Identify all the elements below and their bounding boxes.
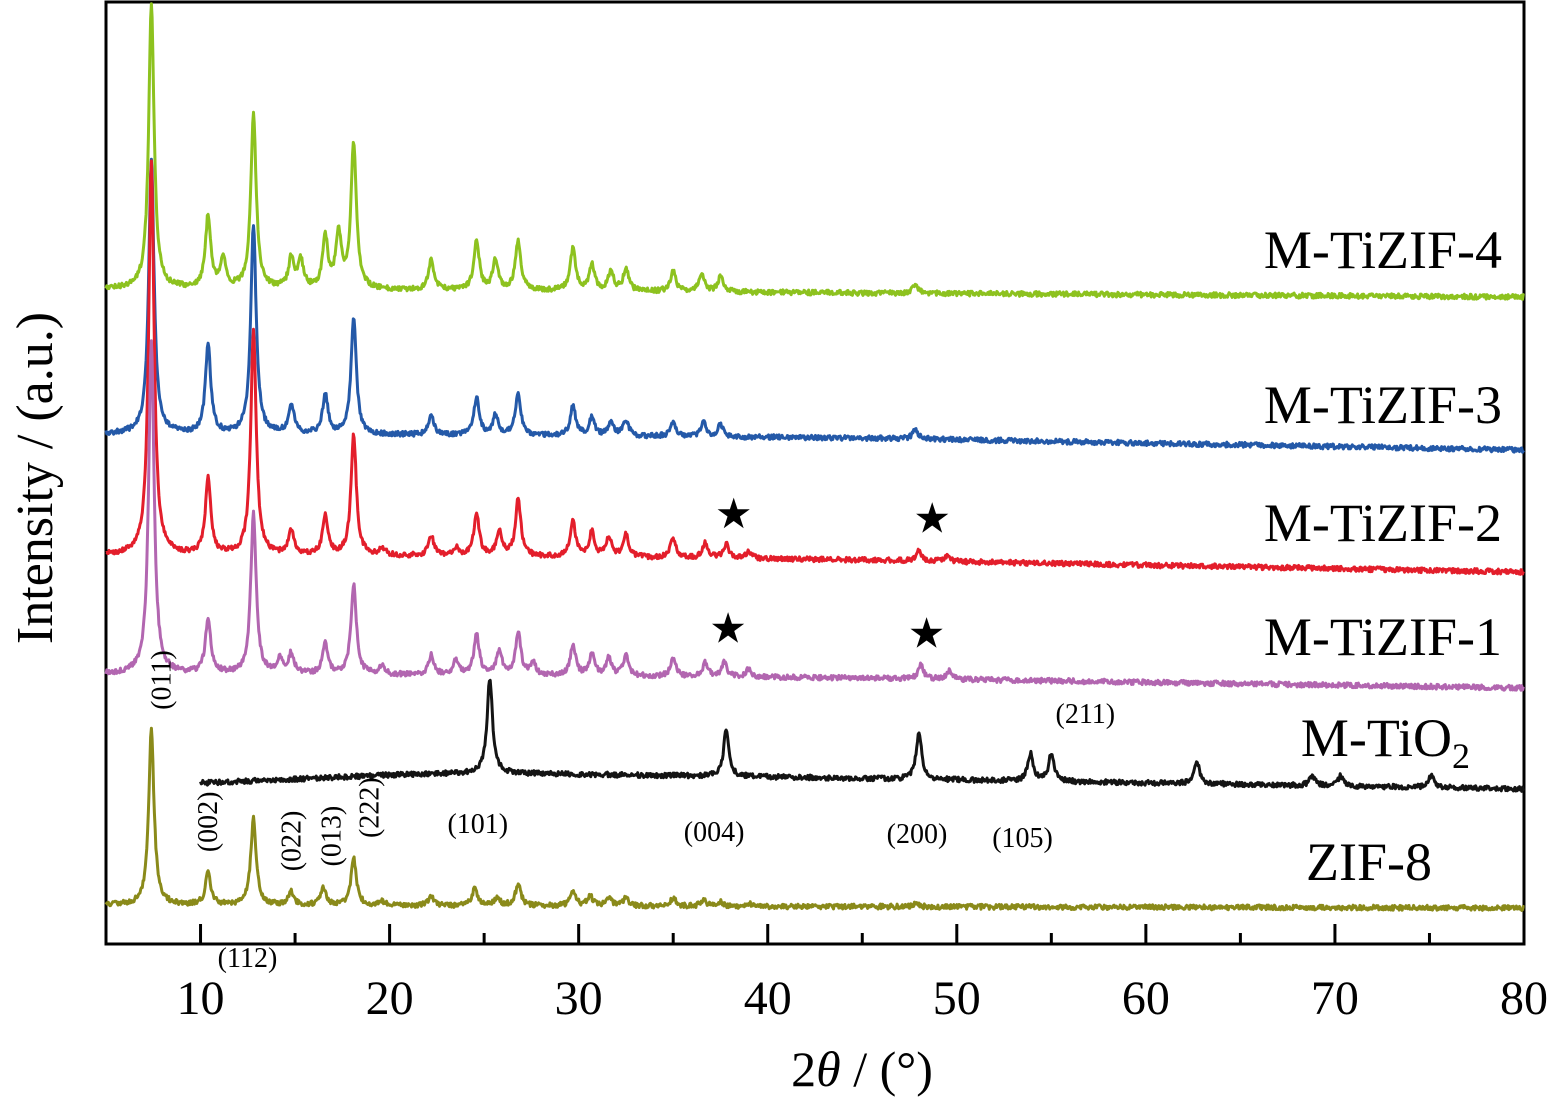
x-axis-title: 2θ / (°) xyxy=(791,1041,933,1097)
y-axis-title: Intensity / (a.u.) xyxy=(7,312,64,644)
series-label-subscript: 2 xyxy=(1452,736,1470,776)
x-axis: 10 20 30 40 50 60 70 80 xyxy=(104,924,1548,1025)
peak-label-112: (112) xyxy=(218,943,278,974)
series-label-m-tizif-2: M-TiZIF-2 xyxy=(1264,493,1502,553)
series-label-text: M-TiZIF-4 xyxy=(1264,220,1502,280)
peak-label-013: (013) xyxy=(316,806,347,867)
series-label-m-tizif-3: M-TiZIF-3 xyxy=(1264,375,1502,435)
series-curves xyxy=(104,2,1526,912)
series-label-zif-8: ZIF-8 xyxy=(1306,832,1432,892)
x-tick-label: 10 xyxy=(177,972,225,1025)
peak-label-101: (101) xyxy=(447,809,508,840)
series-label-m-tizif-1: M-TiZIF-1 xyxy=(1264,607,1502,667)
x-tick-label: 60 xyxy=(1122,972,1170,1025)
peak-label-004: (004) xyxy=(684,817,745,848)
series-line-m-tizif-2 xyxy=(105,159,1525,576)
x-axis-title-prefix: 2 xyxy=(791,1041,816,1097)
series-line-m-tizif-3 xyxy=(104,157,1525,454)
x-axis-title-variable: θ xyxy=(816,1041,841,1097)
peak-label-002: (002) xyxy=(193,791,224,852)
series-line-m-tizif-4 xyxy=(104,2,1525,301)
series-line-m-tio2 xyxy=(199,678,1526,793)
peak-label-222: (222) xyxy=(355,777,386,838)
x-tick-label: 40 xyxy=(744,972,792,1025)
peak-label-105: (105) xyxy=(992,823,1053,854)
series-label-text: M-TiO xyxy=(1301,708,1452,768)
series-label-text: ZIF-8 xyxy=(1306,832,1432,892)
plot-frame xyxy=(104,0,1526,946)
series-label-m-tizif-4: M-TiZIF-4 xyxy=(1264,220,1502,280)
series-label-m-tio2: M-TiO2 xyxy=(1301,708,1470,776)
star-marker: ★ xyxy=(709,607,747,653)
series-label-text: M-TiZIF-1 xyxy=(1264,607,1502,667)
peak-label-211: (211) xyxy=(1056,699,1116,730)
peak-label-200: (200) xyxy=(887,819,948,850)
x-tick-label: 50 xyxy=(933,972,981,1025)
peak-label-022: (022) xyxy=(276,811,307,872)
peak-label-011: (011) xyxy=(146,650,177,710)
x-tick-label: 20 xyxy=(366,972,414,1025)
star-markers: ★ ★ ★ ★ xyxy=(709,492,951,658)
series-line-zif-8 xyxy=(104,726,1525,912)
x-axis-title-suffix: / (°) xyxy=(841,1041,933,1097)
x-tick-label: 70 xyxy=(1311,972,1359,1025)
star-marker: ★ xyxy=(908,611,946,657)
star-marker: ★ xyxy=(715,492,753,538)
series-line-m-tizif-1 xyxy=(104,339,1525,692)
x-tick-label: 80 xyxy=(1500,972,1548,1025)
star-marker: ★ xyxy=(913,496,951,542)
series-label-text: M-TiZIF-3 xyxy=(1264,375,1502,435)
series-labels: M-TiZIF-4 M-TiZIF-3 M-TiZIF-2 M-TiZIF-1 M-Ti… xyxy=(1264,220,1502,892)
x-tick-label: 30 xyxy=(555,972,603,1025)
series-label-text: M-TiZIF-2 xyxy=(1264,493,1502,553)
peak-annotations: (011) (002) (112) (022) (013) (222) (101) (004)… xyxy=(146,650,1115,974)
